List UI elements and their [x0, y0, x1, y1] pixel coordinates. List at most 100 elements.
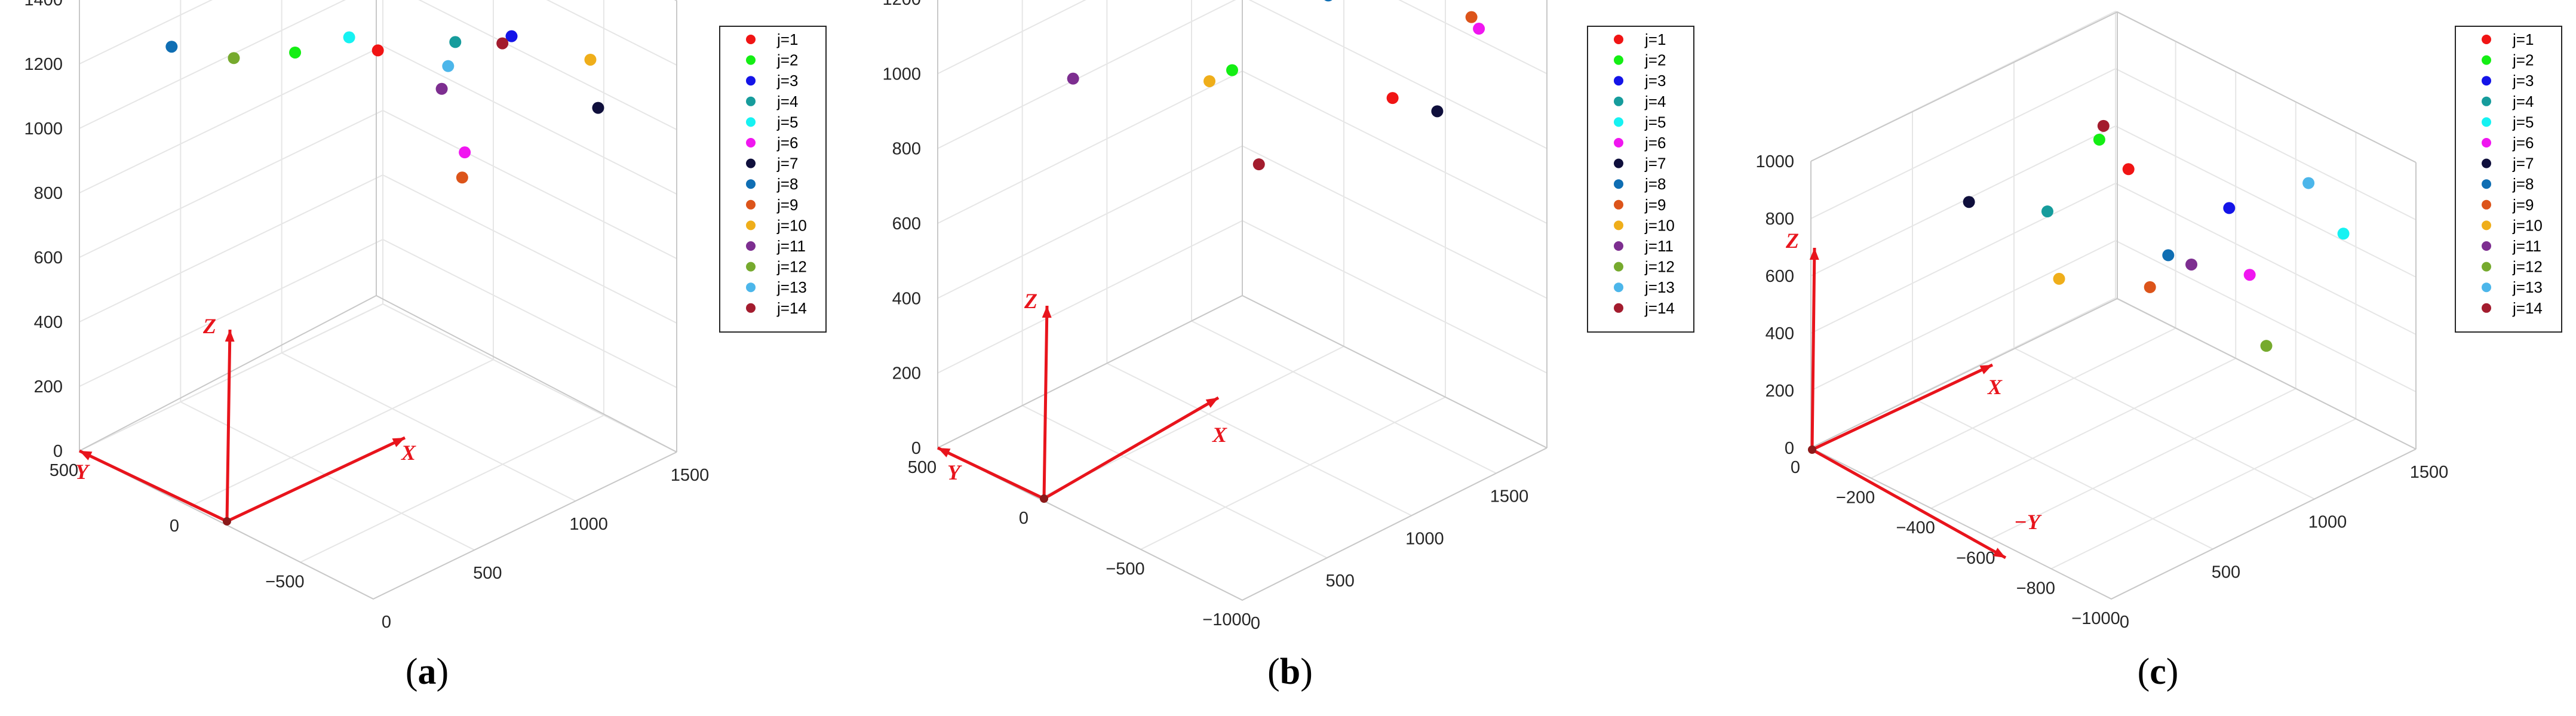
legend-entry: j=2: [2512, 51, 2534, 69]
legend-marker: [746, 199, 756, 210]
z-gridline: [79, 303, 677, 453]
legend-entry: j=10: [776, 216, 807, 234]
z-gridline: [937, 0, 1548, 75]
z-tick-label: 600: [892, 214, 921, 233]
axis-box-front-edges: [79, 450, 677, 600]
axis-box-back-floor-edges: [1810, 297, 2417, 450]
legend-marker: [1614, 138, 1623, 147]
legend-entry: j=3: [776, 72, 798, 90]
x-frame-arrow-head: [1979, 365, 1992, 374]
floor-gridline: [1022, 405, 1328, 559]
y-tick-label: −600: [1956, 549, 1995, 568]
z-frame-label: Z: [1024, 289, 1037, 313]
legend-marker: [2482, 76, 2491, 86]
legend-entry: j=14: [2512, 299, 2543, 317]
floor-gridline: [2050, 418, 2356, 570]
y-tick-label: −1000: [1202, 610, 1251, 629]
frame-origin-marker: [1808, 445, 1816, 454]
panel-a: 0200400600800100012001400050010001500500…: [24, 0, 827, 692]
y-tick-label: 500: [908, 458, 937, 477]
z-gridline: [79, 0, 677, 66]
legend-entry: j=11: [776, 237, 806, 255]
legend-marker: [2482, 220, 2491, 231]
axis-box-top-edges: [674, 0, 677, 1]
z-gridline: [79, 45, 677, 195]
legend-marker: [746, 96, 756, 106]
axis-box-front-edges: [1810, 447, 2417, 600]
legend-marker: [746, 76, 756, 86]
legend-marker: [1614, 35, 1623, 44]
y-tick-label: −500: [265, 572, 304, 591]
legend-marker: [1614, 158, 1623, 168]
legend-entry: j=6: [1644, 134, 1666, 152]
z-gridline: [674, 0, 677, 1]
y-frame-label: Y: [947, 460, 962, 484]
legend-box: [2455, 26, 2562, 333]
z-tick-label: 400: [1766, 324, 1794, 343]
legend-marker: [2482, 55, 2491, 65]
legend-box: [719, 26, 827, 333]
z-frame-arrow-head: [1809, 248, 1819, 260]
x-frame-arrow: [1043, 396, 1220, 500]
panel-label: (b): [1267, 652, 1313, 692]
data-point-j12: [2260, 340, 2273, 352]
data-point-j14: [1252, 158, 1265, 171]
legend-marker: [746, 241, 756, 251]
data-point-j13: [2302, 177, 2315, 189]
x-tick-label: 500: [2212, 563, 2240, 582]
z-tick-label: 1000: [882, 64, 921, 84]
legend-entry: j=12: [2512, 258, 2543, 276]
legend-entry: j=9: [2512, 196, 2534, 214]
legend-entry: j=8: [1644, 175, 1666, 193]
axis-box-back-floor-edges: [937, 294, 1548, 448]
legend-entry: j=7: [2512, 155, 2534, 173]
legend-marker: [1614, 55, 1623, 65]
legend-marker: [746, 117, 756, 127]
z-tick-label: 0: [53, 442, 63, 461]
panel-label: (a): [406, 652, 449, 692]
z-gridline: [79, 109, 677, 259]
x-frame-label: X: [1987, 375, 2003, 399]
legend-box: [1587, 26, 1694, 333]
y-frame-arrow: [937, 446, 1045, 500]
data-point-j5: [343, 31, 355, 44]
z-gridline: [1810, 125, 2417, 278]
legend-marker: [746, 158, 756, 168]
legend-entry: j=13: [1644, 278, 1675, 296]
data-point-j2: [289, 46, 302, 59]
z-gridline: [1810, 239, 2417, 392]
legend-marker: [746, 179, 756, 189]
legend-entry: j=8: [776, 175, 798, 193]
data-point-j6: [2243, 269, 2256, 281]
y-tick-label: 0: [1791, 458, 1800, 477]
z-frame-arrow: [1810, 247, 1816, 450]
legend-entry: j=13: [2512, 278, 2543, 296]
x-tick-label: 1500: [2410, 463, 2449, 482]
legend-marker: [2482, 303, 2491, 313]
x-tick-label: 0: [2120, 613, 2129, 632]
z-gridline: [937, 294, 1548, 448]
data-point-j13: [442, 60, 455, 72]
y-frame-arrow-head: [1992, 548, 2006, 558]
z-frame-label: Z: [202, 314, 216, 338]
z-tick-label: 1400: [24, 0, 63, 10]
z-gridline: [1810, 297, 2417, 450]
z-gridline: [937, 0, 1548, 149]
axis-box-front-edges: [937, 447, 1548, 601]
data-point-j10: [584, 53, 597, 66]
legend-marker: [1614, 262, 1623, 272]
x-tick-label: 0: [1251, 614, 1260, 633]
legend-entry: j=14: [1644, 299, 1675, 317]
legend-entry: j=12: [1644, 258, 1675, 276]
x-tick-label: 1000: [1405, 529, 1444, 548]
x-tick-label: 500: [1325, 571, 1354, 591]
legend-marker: [746, 35, 756, 44]
z-frame-arrow-head: [225, 330, 235, 342]
legend-marker: [1614, 282, 1623, 293]
data-point-j10: [2053, 272, 2065, 285]
legend-entry: j=1: [2512, 30, 2534, 48]
z-tick-label: 600: [1766, 267, 1794, 286]
z-frame-label: Z: [1785, 229, 1799, 253]
legend-marker: [1614, 199, 1623, 210]
